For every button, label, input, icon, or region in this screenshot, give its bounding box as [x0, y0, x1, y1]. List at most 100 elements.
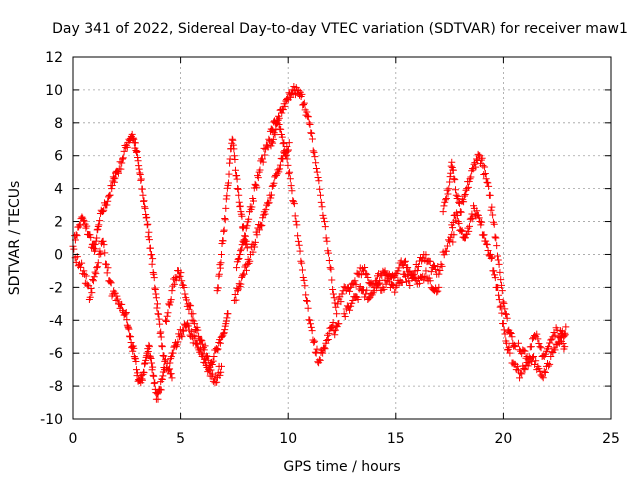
- point-arc-a: [130, 135, 138, 143]
- point-arc-b: [123, 316, 131, 324]
- point-arc-h: [304, 304, 312, 312]
- point-arc-j: [422, 267, 430, 275]
- point-arc-k: [443, 186, 451, 194]
- point-arc-g: [329, 285, 337, 293]
- point-arc-g: [312, 165, 320, 173]
- point-arc-j: [376, 279, 384, 287]
- point-arc-a: [70, 245, 78, 253]
- point-arc-h: [275, 120, 283, 128]
- point-arc-a: [108, 185, 116, 193]
- point-arc-c: [209, 357, 217, 365]
- point-arc-a: [145, 236, 153, 244]
- point-arc-j: [410, 271, 418, 279]
- point-arc-b: [82, 272, 90, 280]
- point-arc-a: [80, 217, 88, 225]
- point-arc-l: [458, 227, 466, 235]
- point-arc-n: [520, 347, 528, 355]
- point-arc-l: [495, 291, 503, 299]
- point-arc-d: [179, 326, 187, 334]
- point-arc-j: [375, 280, 383, 288]
- point-arc-n: [533, 330, 541, 338]
- point-arc-b: [147, 354, 155, 362]
- point-arc-a: [100, 206, 108, 214]
- point-arc-e: [220, 227, 228, 235]
- point-arc-g: [239, 237, 247, 245]
- point-arc-b: [88, 289, 96, 297]
- point-arc-c: [213, 346, 221, 354]
- point-arc-c: [189, 310, 197, 318]
- point-arc-h: [302, 291, 310, 299]
- point-arc-g: [304, 112, 312, 120]
- point-arc-a: [105, 192, 113, 200]
- point-arc-i: [337, 298, 345, 306]
- point-arc-l: [478, 218, 486, 226]
- point-arc-i: [443, 242, 451, 250]
- point-arc-b: [91, 268, 99, 276]
- point-arc-j: [349, 297, 357, 305]
- point-arc-d: [193, 340, 201, 348]
- point-arc-e: [226, 155, 234, 163]
- y-tick-label: 0: [54, 247, 63, 263]
- point-arc-g: [281, 102, 289, 110]
- point-arc-a: [143, 213, 151, 221]
- point-arc-e: [235, 191, 243, 199]
- point-arc-k: [480, 171, 488, 179]
- point-arc-d: [217, 368, 225, 376]
- point-arc-g: [253, 183, 261, 191]
- point-arc-a: [140, 197, 148, 205]
- point-arc-f: [284, 147, 292, 155]
- point-arc-f: [246, 257, 254, 265]
- point-arc-a: [72, 231, 80, 239]
- point-arc-a: [166, 365, 174, 373]
- point-arc-a: [134, 153, 142, 161]
- point-arc-m: [541, 368, 549, 376]
- point-arc-a: [162, 356, 170, 364]
- point-arc-c: [176, 272, 184, 280]
- point-arc-c: [195, 332, 203, 340]
- point-arc-h: [311, 337, 319, 345]
- x-tick-label: 10: [279, 431, 297, 447]
- point-arc-c: [210, 352, 218, 360]
- point-arc-e: [215, 270, 223, 278]
- point-arc-n: [537, 344, 545, 352]
- point-arc-k: [481, 170, 489, 178]
- point-arc-d: [184, 322, 192, 330]
- point-arc-j: [384, 272, 392, 280]
- point-arc-g: [243, 222, 251, 230]
- point-arc-c: [214, 345, 222, 353]
- point-arc-a: [160, 352, 168, 360]
- point-arc-b: [158, 375, 166, 383]
- point-arc-k: [484, 179, 492, 187]
- point-arc-h: [301, 282, 309, 290]
- point-arc-a: [99, 207, 107, 215]
- point-arc-n: [521, 347, 529, 355]
- x-axis-label: GPS time / hours: [283, 459, 400, 475]
- point-arc-l: [468, 210, 476, 218]
- point-arc-i: [363, 270, 371, 278]
- point-arc-h: [280, 139, 288, 147]
- point-arc-k: [455, 198, 463, 206]
- point-arc-g: [320, 214, 328, 222]
- plot-frame: [72, 56, 612, 420]
- point-arc-g: [316, 191, 324, 199]
- point-arc-h: [295, 241, 303, 249]
- point-arc-h: [294, 232, 302, 240]
- point-arc-e: [235, 198, 243, 206]
- point-arc-h: [330, 327, 338, 335]
- point-arc-f: [238, 272, 246, 280]
- point-arc-e: [223, 184, 231, 192]
- point-arc-e: [223, 192, 231, 200]
- point-arc-f: [261, 210, 269, 218]
- point-arc-c: [177, 269, 185, 277]
- point-arc-c: [215, 339, 223, 347]
- point-arc-n: [553, 326, 561, 334]
- point-arc-b: [150, 379, 158, 387]
- point-arc-l: [497, 302, 505, 310]
- x-tick-label: 20: [494, 431, 512, 447]
- point-arc-i: [422, 251, 430, 259]
- point-arc-f: [275, 168, 283, 176]
- point-arc-n: [535, 340, 543, 348]
- point-arc-j: [405, 277, 413, 285]
- point-arc-f: [268, 191, 276, 199]
- point-arc-e: [229, 136, 237, 144]
